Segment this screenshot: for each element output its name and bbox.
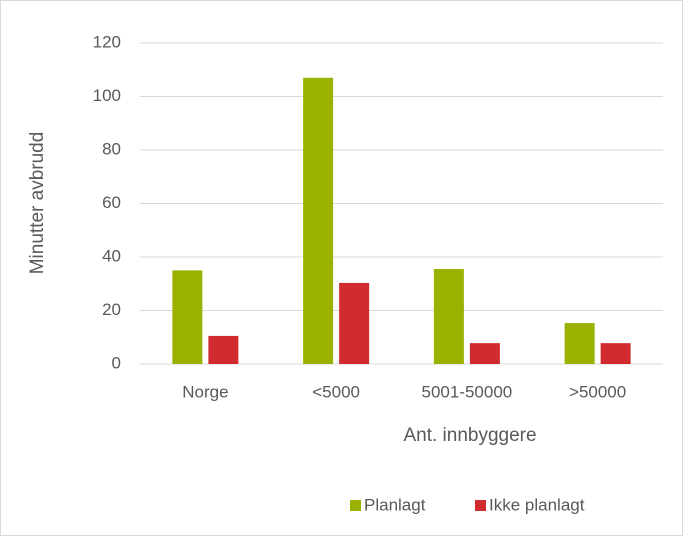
x-tick-label: 5001-50000 bbox=[421, 382, 512, 401]
y-tick-label: 20 bbox=[102, 300, 121, 319]
bar bbox=[469, 343, 500, 364]
bar bbox=[208, 335, 239, 364]
y-tick-label: 40 bbox=[102, 246, 121, 265]
legend-label: Planlagt bbox=[364, 495, 426, 514]
bar bbox=[339, 282, 370, 364]
y-tick-label: 100 bbox=[93, 86, 121, 105]
bar bbox=[564, 323, 595, 364]
x-tick-label: <5000 bbox=[312, 382, 360, 401]
legend-swatch bbox=[475, 500, 486, 511]
y-tick-label: 80 bbox=[102, 139, 121, 158]
x-tick-label: >50000 bbox=[569, 382, 626, 401]
y-tick-label: 0 bbox=[112, 353, 121, 372]
x-axis-label: Ant. innbyggere bbox=[403, 425, 536, 446]
bar bbox=[172, 270, 203, 364]
y-tick-label: 120 bbox=[93, 32, 121, 51]
legend-swatch bbox=[350, 500, 361, 511]
legend-label: Ikke planlagt bbox=[489, 495, 585, 514]
y-tick-label: 60 bbox=[102, 193, 121, 212]
bar bbox=[303, 77, 334, 365]
bar bbox=[433, 269, 464, 364]
bar bbox=[600, 343, 631, 364]
x-tick-label: Norge bbox=[182, 382, 228, 401]
y-axis-label: Minutter avbrudd bbox=[27, 132, 48, 275]
